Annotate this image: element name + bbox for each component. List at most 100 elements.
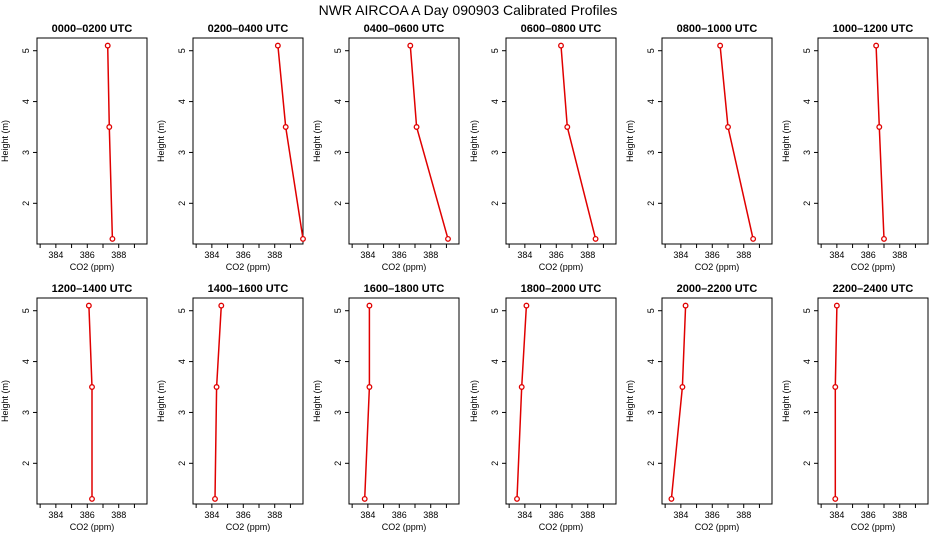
profile-point xyxy=(750,235,757,242)
y-tick-label: 5 xyxy=(333,48,343,53)
profile-point xyxy=(832,384,839,390)
profile-point xyxy=(106,124,113,130)
y-tick-label: 3 xyxy=(21,410,31,415)
y-axis-label: Height (m) xyxy=(156,380,166,422)
x-axis-label: CO2 (ppm) xyxy=(70,522,115,532)
profile-point xyxy=(564,124,571,130)
y-tick-label: 3 xyxy=(490,410,500,415)
profile-point xyxy=(218,302,225,309)
y-tick-label: 5 xyxy=(646,48,656,53)
plot-frame xyxy=(192,37,304,245)
y-tick-label: 5 xyxy=(21,308,31,313)
y-tick-label: 3 xyxy=(177,150,187,155)
y-tick-label: 4 xyxy=(177,359,187,364)
y-tick-label: 2 xyxy=(490,461,500,466)
profile-point xyxy=(832,495,839,502)
x-tick-label: 384 xyxy=(360,250,375,260)
profile-panel: 2200–2400 UTC 384 386 388 2 3 4 5 CO2 (ppm) Heigh… xyxy=(781,283,929,532)
plot-frame xyxy=(505,297,617,505)
profile-panel: 0800–1000 UTC 384 386 388 2 3 4 5 CO2 (ppm) Heigh… xyxy=(625,23,773,272)
plot-frame xyxy=(661,297,773,505)
plot-frame xyxy=(661,37,773,245)
y-tick-label: 5 xyxy=(490,308,500,313)
y-tick-label: 2 xyxy=(646,201,656,206)
profile-panel: 1000–1200 UTC 384 386 388 2 3 4 5 CO2 (ppm) Heigh… xyxy=(781,23,929,272)
profile-point xyxy=(876,124,883,130)
y-axis-label: Height (m) xyxy=(0,120,10,162)
profile-line xyxy=(277,45,304,240)
plot-frame xyxy=(505,37,617,245)
profile-point xyxy=(592,235,599,242)
x-tick-label: 386 xyxy=(705,510,720,520)
profile-point xyxy=(833,302,840,309)
x-tick-label: 386 xyxy=(861,250,876,260)
x-tick-label: 386 xyxy=(392,250,407,260)
x-axis-label: CO2 (ppm) xyxy=(851,522,896,532)
x-tick-label: 388 xyxy=(423,250,438,260)
y-tick-label: 4 xyxy=(802,359,812,364)
y-tick-label: 4 xyxy=(490,359,500,364)
profile-point xyxy=(407,42,414,49)
profile-panel: 1200–1400 UTC 384 386 388 2 3 4 5 CO2 (ppm) Heigh… xyxy=(0,283,148,532)
plot-frame xyxy=(348,297,460,505)
y-tick-label: 4 xyxy=(21,99,31,104)
profile-point xyxy=(558,42,564,49)
x-tick-label: 386 xyxy=(705,250,720,260)
x-tick-label: 384 xyxy=(204,250,219,260)
plot-frame xyxy=(817,37,929,245)
y-tick-label: 3 xyxy=(802,150,812,155)
y-tick-label: 5 xyxy=(21,48,31,53)
profile-point xyxy=(717,42,724,49)
profile-line xyxy=(516,305,528,499)
plot-frame xyxy=(817,297,929,505)
x-tick-label: 388 xyxy=(267,510,282,520)
x-axis-label: CO2 (ppm) xyxy=(539,522,584,532)
x-tick-label: 388 xyxy=(111,510,126,520)
panel-title: 2000–2200 UTC xyxy=(677,283,758,295)
profile-line xyxy=(834,305,838,499)
x-tick-label: 384 xyxy=(204,510,219,520)
y-tick-label: 4 xyxy=(333,99,343,104)
y-axis-label: Height (m) xyxy=(0,380,10,422)
profile-panel: 0400–0600 UTC 384 386 388 2 3 4 5 CO2 (ppm) Heigh… xyxy=(312,23,460,272)
panel-title: 0000–0200 UTC xyxy=(52,23,133,35)
y-tick-label: 2 xyxy=(333,461,343,466)
profile-point xyxy=(212,495,218,502)
x-axis-label: CO2 (ppm) xyxy=(382,522,427,532)
y-tick-label: 2 xyxy=(802,201,812,206)
x-tick-label: 384 xyxy=(360,510,375,520)
x-tick-label: 388 xyxy=(580,250,595,260)
x-axis-label: CO2 (ppm) xyxy=(851,262,896,272)
profile-point xyxy=(109,235,116,242)
profile-point xyxy=(274,42,281,49)
plot-frame xyxy=(36,37,148,245)
profile-panel: 1400–1600 UTC 384 386 388 2 3 4 5 CO2 (ppm) Heigh… xyxy=(156,283,304,532)
x-tick-label: 388 xyxy=(736,250,751,260)
x-tick-label: 384 xyxy=(517,510,532,520)
x-tick-label: 384 xyxy=(673,250,688,260)
y-tick-label: 5 xyxy=(490,48,500,53)
x-tick-label: 386 xyxy=(80,250,95,260)
x-axis-label: CO2 (ppm) xyxy=(70,262,115,272)
x-tick-label: 388 xyxy=(892,250,907,260)
x-tick-label: 384 xyxy=(829,250,844,260)
profile-point xyxy=(213,384,220,390)
x-axis-label: CO2 (ppm) xyxy=(539,262,584,272)
panel-title: 0600–0800 UTC xyxy=(521,23,602,35)
x-tick-label: 384 xyxy=(48,250,63,260)
profile-point xyxy=(85,302,92,309)
y-tick-label: 2 xyxy=(21,461,31,466)
x-tick-label: 386 xyxy=(236,510,251,520)
profile-point xyxy=(89,384,95,390)
x-tick-label: 384 xyxy=(48,510,63,520)
x-tick-label: 388 xyxy=(267,250,282,260)
profile-point xyxy=(725,124,731,130)
y-tick-label: 3 xyxy=(802,410,812,415)
profile-point xyxy=(445,235,451,242)
y-tick-label: 3 xyxy=(490,150,500,155)
x-tick-label: 388 xyxy=(111,250,126,260)
y-tick-label: 2 xyxy=(490,201,500,206)
x-tick-label: 388 xyxy=(892,510,907,520)
x-axis-label: CO2 (ppm) xyxy=(382,262,427,272)
y-tick-label: 2 xyxy=(802,461,812,466)
